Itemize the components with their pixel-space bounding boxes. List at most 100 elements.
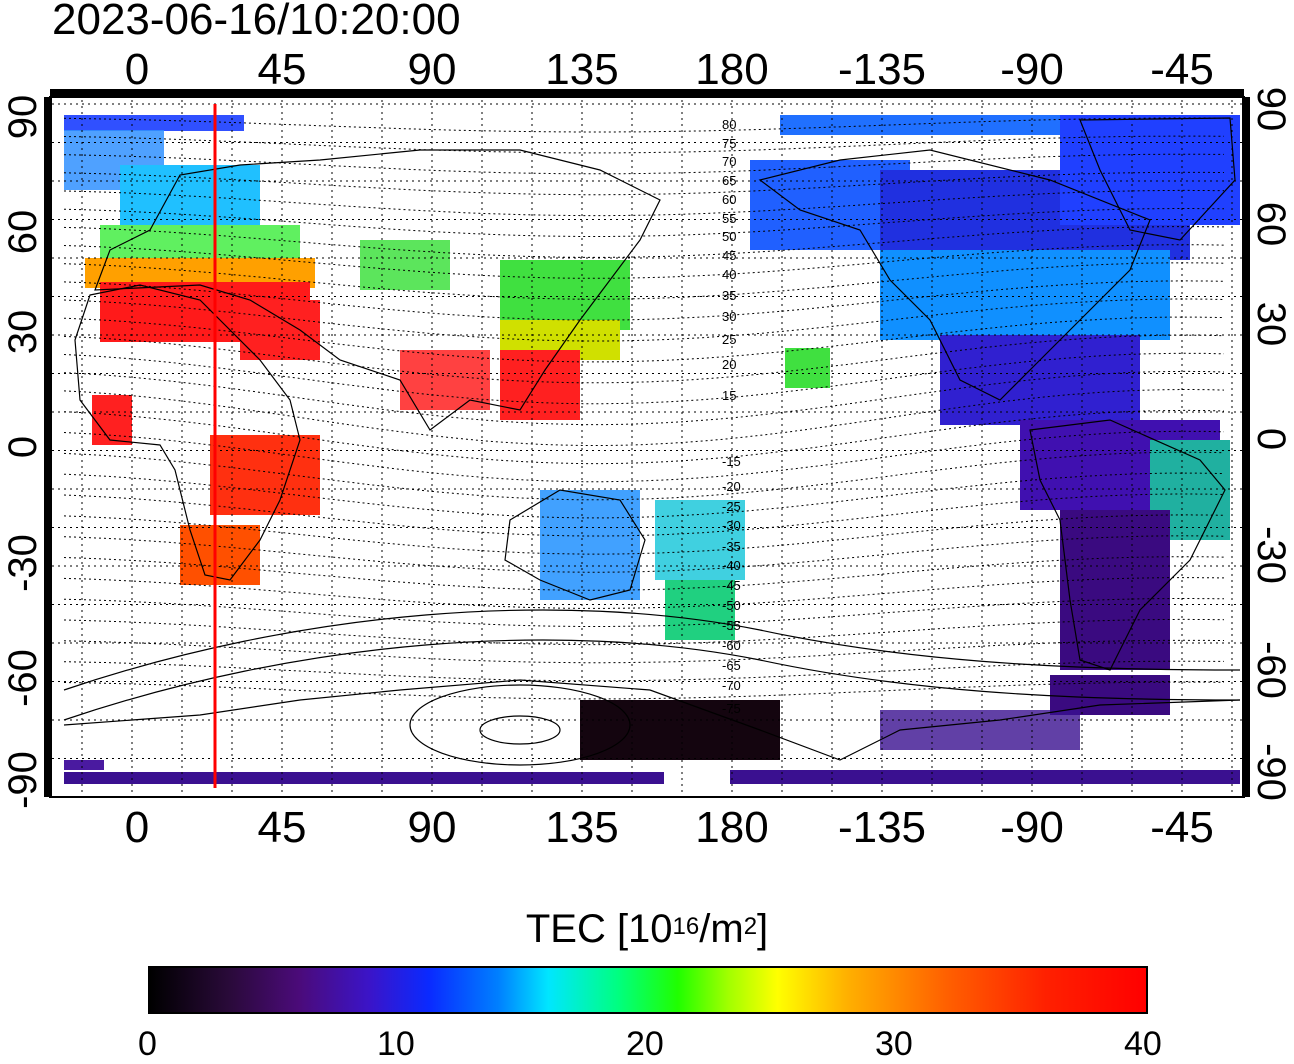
tec-antarctic-mid [880, 710, 1080, 750]
magnetic-latitude-contour [63, 535, 1225, 573]
contour-label: 40 [722, 267, 736, 282]
magnetic-latitude-contour [63, 639, 1225, 664]
tec-east-asia-green [500, 260, 630, 330]
magnetic-latitude-contour [63, 514, 1225, 555]
magnetic-latitude-contour [63, 681, 1225, 700]
left-lat-tick-label: -30 [1, 534, 45, 592]
top-lon-tick-label: -45 [1150, 45, 1214, 94]
contour-labels: 80 75 70 65 60 55 50 45 40 35 30 25 20 15 -15 -20 -25 -30… [722, 117, 741, 716]
contour-south-pole-inner [479, 715, 561, 745]
bottom-lon-tick-label: 45 [258, 803, 307, 852]
left-lat-labels: 90 60 30 0 -30 -60 -90 [1, 95, 45, 809]
tec-antarctic-dark [580, 700, 780, 760]
left-lat-tick-label: 0 [1, 436, 45, 458]
tec-antarctic-band-bottom-right [730, 770, 1240, 784]
colorbar-tick-label: 20 [626, 1025, 664, 1063]
contour-south-70 [63, 639, 1241, 721]
coast-africa [74, 284, 301, 581]
tec-usa [880, 250, 1170, 340]
right-lat-tick-label: 90 [1249, 87, 1293, 132]
colorbar-tick-label: 30 [875, 1025, 913, 1063]
magnetic-latitude-contour [63, 597, 1225, 627]
right-lat-labels: 90 60 30 0 -30 -60 -90 [1249, 87, 1293, 801]
magnetic-latitude-contour [63, 298, 1225, 342]
contour-label: -60 [722, 638, 741, 653]
contour-label: -50 [722, 598, 741, 613]
left-axis-bar [44, 97, 52, 797]
coast-south-america [1029, 419, 1226, 671]
contour-south-65 [63, 609, 1241, 691]
coast-antarctica [63, 679, 1241, 761]
tec-south-america-south [1060, 510, 1170, 670]
contour-label: -35 [722, 539, 741, 554]
tec-antarctic-band-bottom [64, 772, 664, 784]
top-lon-labels: 0 45 90 135 180 -135 -90 -45 [125, 45, 1214, 94]
top-lon-tick-label: 90 [408, 45, 457, 94]
right-lat-tick-label: -60 [1249, 641, 1293, 699]
bottom-lon-tick-label: 135 [545, 803, 618, 852]
tec-colorbar [148, 966, 1148, 1014]
colorbar-tick-label: 40 [1124, 1025, 1162, 1063]
contour-label: 15 [722, 388, 736, 403]
magnetic-latitude-contour [63, 493, 1225, 537]
right-lat-tick-label: 0 [1249, 428, 1293, 450]
tec-mideast-red [240, 300, 320, 360]
tec-antarctic-band-left [64, 760, 104, 770]
contour-label: -55 [722, 618, 741, 633]
timestamp-title: 2023-06-16/10:20:00 [52, 0, 461, 44]
left-lat-tick-label: 90 [1, 95, 45, 140]
magnetic-latitude-contour [63, 316, 1225, 363]
colorbar-tick-label: 0 [138, 1025, 157, 1063]
top-lon-tick-label: -135 [838, 45, 926, 94]
contour-label: -20 [722, 479, 741, 494]
contour-label: -25 [722, 499, 741, 514]
contour-label: 45 [722, 248, 736, 263]
colorbar-title: TEC [1016/m2] [525, 907, 769, 951]
magnetic-latitude-contour [63, 472, 1225, 519]
right-lat-tick-label: -30 [1249, 526, 1293, 584]
magnetic-latitude-contour [63, 189, 1225, 217]
contour-label: 65 [722, 173, 736, 188]
top-lon-tick-label: 45 [258, 45, 307, 94]
left-lat-tick-label: 30 [1, 310, 45, 355]
magnetic-latitude-contour [63, 135, 1225, 154]
bottom-lon-tick-label: -45 [1150, 803, 1214, 852]
contour-label: -65 [722, 658, 741, 673]
tec-nz-green [665, 580, 735, 640]
tec-australia-blue [540, 490, 640, 600]
contour-label: 35 [722, 288, 736, 303]
magnetic-latitude-contour [63, 171, 1225, 196]
top-lon-tick-label: 0 [125, 45, 149, 94]
bottom-lon-tick-label: -90 [1000, 803, 1064, 852]
magnetic-latitude-contour [63, 226, 1225, 258]
tec-arctic-top-left [64, 115, 244, 131]
magnetic-contours-solid [63, 609, 1241, 766]
tec-hawaii [785, 348, 830, 388]
bottom-lon-labels: 0 45 90 135 180 -135 -90 -45 [125, 803, 1214, 852]
contour-label: 60 [722, 192, 736, 207]
contour-label: 70 [722, 154, 736, 169]
right-lat-tick-label: 60 [1249, 202, 1293, 247]
coast-greenland [1079, 117, 1236, 241]
contour-south-pole-mid [409, 684, 631, 766]
tec-central-america [940, 335, 1140, 425]
bottom-lon-tick-label: 90 [408, 803, 457, 852]
contour-label: -75 [722, 701, 741, 716]
magnetic-latitude-contour [63, 153, 1225, 175]
magnetic-latitude-contour [63, 577, 1225, 609]
tec-scandinavia [120, 165, 260, 235]
bottom-lon-tick-label: 0 [125, 803, 149, 852]
magnetic-latitude-contour [63, 244, 1225, 279]
contour-label: 25 [722, 332, 736, 347]
colorbar-tick-label: 10 [377, 1025, 415, 1063]
magnetic-latitude-contour [63, 334, 1225, 384]
magnetic-contours [63, 117, 1225, 700]
right-lat-tick-label: 30 [1249, 302, 1293, 347]
tec-tasman-cyan [655, 500, 745, 580]
left-lat-tick-label: -60 [1, 649, 45, 707]
tec-map: 80 75 70 65 60 55 50 45 40 35 30 25 20 15 -15 -20 -25 -30… [1, 45, 1293, 852]
contour-label: 75 [722, 136, 736, 151]
magnetic-latitude-contour [63, 660, 1225, 682]
magnetic-latitude-contour [63, 117, 1225, 133]
contour-label: 55 [722, 211, 736, 226]
